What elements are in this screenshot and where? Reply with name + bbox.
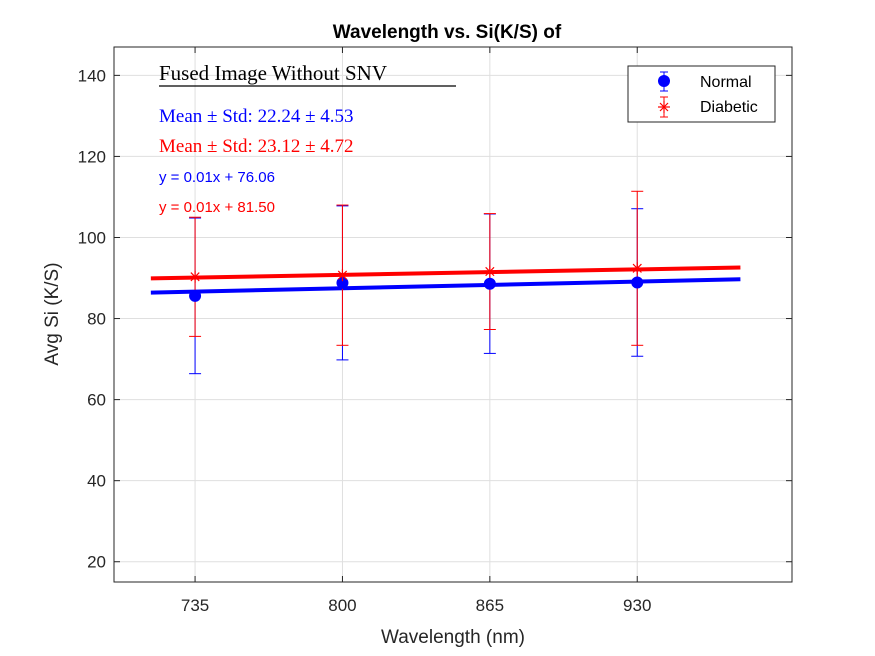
diabetic-point (189, 270, 202, 283)
legend-normal-label: Normal (700, 74, 752, 91)
y-axis-label: Avg Si (K/S) (42, 262, 63, 365)
y-tick-label: 40 (87, 472, 106, 491)
diabetic-point (483, 265, 496, 278)
plot-area (114, 47, 792, 582)
legend-diabetic-label: Diabetic (700, 99, 758, 116)
normal-point (336, 276, 349, 289)
y-tick-label: 100 (78, 228, 106, 247)
chart-title: Wavelength vs. Si(K/S) of (333, 22, 562, 43)
y-tick-label: 80 (87, 310, 106, 329)
normal-stats-annotation: Mean ± Std: 22.24 ± 4.53 (159, 106, 354, 127)
normal-point (631, 276, 644, 289)
diabetic-point (631, 262, 644, 275)
annotation-heading: Fused Image Without SNV (159, 61, 387, 85)
x-tick-label: 800 (328, 596, 356, 615)
x-tick-label: 930 (623, 596, 651, 615)
x-tick-label: 735 (181, 596, 209, 615)
y-axis-ticks: 20 40 60 80 100 120 140 (78, 66, 792, 572)
y-tick-label: 120 (78, 147, 106, 166)
normal-point (483, 277, 496, 290)
legend-normal-symbol (658, 71, 670, 92)
diabetic-fit-line (150, 265, 741, 281)
diabetic-point (336, 269, 349, 282)
normal-point (189, 289, 202, 302)
normal-fit-annotation: y = 0.01x + 76.06 (159, 169, 275, 186)
data-markers (189, 262, 644, 302)
legend-diabetic-symbol (658, 96, 670, 118)
legend: Normal Diabetic (627, 65, 776, 123)
y-tick-label: 20 (87, 553, 106, 572)
x-axis-label: Wavelength (nm) (381, 627, 525, 648)
y-tick-label: 60 (87, 391, 106, 410)
diabetic-stats-annotation: Mean ± Std: 23.12 ± 4.72 (159, 136, 354, 157)
y-tick-label: 140 (78, 66, 106, 85)
x-tick-label: 865 (476, 596, 504, 615)
legend-box (627, 65, 776, 123)
axes-box (113, 46, 793, 583)
diabetic-fit-annotation: y = 0.01x + 81.50 (159, 199, 275, 216)
x-axis-ticks: 735 800 865 930 (181, 47, 651, 615)
